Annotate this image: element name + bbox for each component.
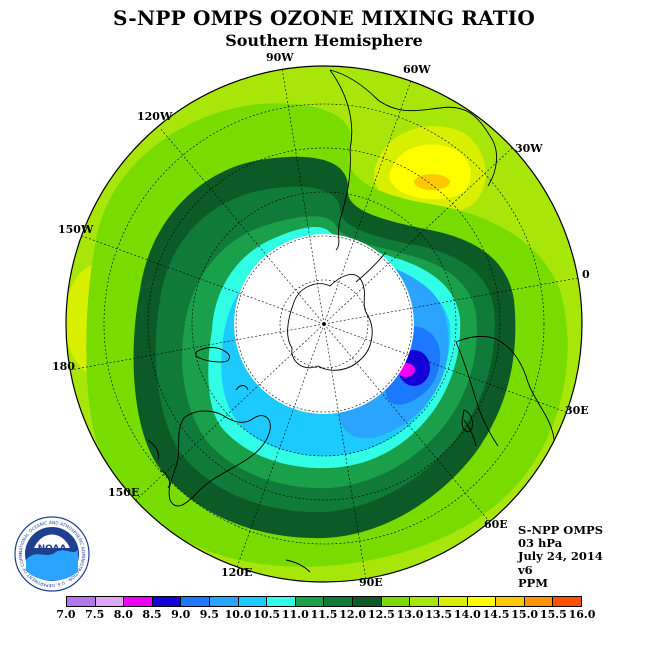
lon-label-30w: 30W (515, 142, 543, 155)
coastlines (147, 69, 556, 573)
field-14-5-spot (414, 174, 450, 190)
map-subtitle: Southern Hemisphere (225, 31, 423, 50)
colorbar-tick-label: 12.0 (339, 608, 367, 621)
colorbar-tick-label: 14.5 (482, 608, 510, 621)
colorbar-swatch (152, 597, 182, 606)
map-boundary (65, 65, 583, 583)
lon-label-60w: 60W (403, 63, 431, 76)
colorbar-tick-label: 8.5 (142, 608, 162, 621)
info-instrument: S-NPP OMPS (518, 523, 604, 537)
colorbar-tick-label: 10.0 (224, 608, 252, 621)
colorbar-tick-label: 11.5 (310, 608, 338, 621)
noaa-logo-text: NOAA (38, 544, 67, 554)
lon-label-120e: 120E (221, 566, 252, 579)
colorbar-swatch (524, 597, 554, 606)
colorbar-swatch (95, 597, 125, 606)
colorbar-swatch (181, 597, 211, 606)
colorbar-tick-label: 11.0 (281, 608, 309, 621)
south-pole-marker (322, 322, 326, 326)
lon-label-0: 0 (582, 268, 590, 281)
info-units: PPM (518, 575, 549, 590)
colorbar-tick-label: 9.0 (171, 608, 191, 621)
colorbar-swatch (295, 597, 325, 606)
colorbar-swatch (124, 597, 153, 606)
colorbar (66, 596, 582, 607)
colorbar-swatch (381, 597, 411, 606)
longitude-labels: 90W 60W 30W 0 30E 60E 90E 120E 150E 180 … (52, 51, 590, 589)
colorbar-tick-label: 15.5 (539, 608, 567, 621)
colorbar-tick-label: 7.5 (85, 608, 105, 621)
latitude-grid (103, 103, 545, 545)
colorbar-tick-label: 10.5 (253, 608, 281, 621)
colorbar-swatch (553, 597, 581, 606)
longitude-grid (69, 67, 579, 581)
colorbar-swatch (67, 597, 96, 606)
info-version: v6 (518, 562, 533, 577)
colorbar-tick-label: 13.0 (396, 608, 424, 621)
colorbar-labels: 7.0 7.5 8.0 8.5 9.0 9.5 10.0 10.5 11.0 11.5 12.0 12… (56, 608, 595, 624)
colorbar-tick-label: 12.5 (367, 608, 395, 621)
colorbar-swatch (324, 597, 354, 606)
colorbar-swatch (496, 597, 525, 606)
lon-label-180: 180 (52, 360, 75, 373)
lon-label-90w: 90W (266, 51, 294, 64)
colorbar-swatch (410, 597, 439, 606)
colorbar-swatch (210, 597, 239, 606)
colorbar-swatch (438, 597, 468, 606)
field-14-0-lobe (389, 144, 471, 200)
lon-label-60e: 60E (484, 518, 508, 531)
lon-label-90e: 90E (359, 576, 383, 589)
lon-label-150w: 150W (58, 223, 94, 236)
colorbar-swatch (467, 597, 497, 606)
colorbar-tick-label: 13.5 (425, 608, 453, 621)
info-date: July 24, 2014 (518, 549, 603, 564)
colorbar-tick-label: 14.0 (453, 608, 481, 621)
info-level: 03 hPa (518, 536, 563, 551)
colorbar-tick-label: 7.0 (56, 608, 76, 621)
colorbar-tick-label: 15.0 (511, 608, 539, 621)
lon-label-150e: 150E (108, 486, 139, 499)
lon-label-30e: 30E (565, 404, 589, 417)
dataset-info: S-NPP OMPS 03 hPa July 24, 2014 v6 PPM (518, 523, 604, 590)
map-title: S-NPP OMPS OZONE MIXING RATIO (113, 6, 535, 30)
lon-label-120w: 120W (137, 110, 173, 123)
colorbar-swatch (238, 597, 268, 606)
colorbar-swatch (267, 597, 296, 606)
colorbar-swatch (353, 597, 382, 606)
ozone-contour-field (66, 66, 582, 582)
colorbar-tick-label: 8.0 (113, 608, 133, 621)
colorbar-tick-label: 9.5 (199, 608, 219, 621)
colorbar-tick-label: 16.0 (568, 608, 596, 621)
